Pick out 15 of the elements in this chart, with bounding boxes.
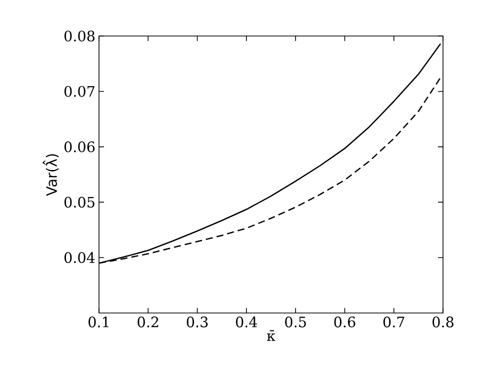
x-tick-label: 0.8 xyxy=(432,316,454,328)
x-axis-title: κ̄ xyxy=(267,330,276,341)
x-tick-label: 0.3 xyxy=(186,316,208,328)
y-tick-label: 0.05 xyxy=(64,196,94,208)
x-tick-label: 0.2 xyxy=(138,316,158,328)
y-tick-label: 0.06 xyxy=(64,141,95,152)
y-axis-title: Var(λ̂) xyxy=(42,154,59,196)
y-tick-label: 0.07 xyxy=(64,86,94,97)
x-tick-label: 0.4 xyxy=(236,316,258,328)
y-tick-label: 0.04 xyxy=(64,252,95,264)
y-tick-label: 0.08 xyxy=(64,30,95,42)
x-tick-label: 0.5 xyxy=(285,316,306,328)
x-tick-label: 0.6 xyxy=(334,316,356,328)
x-tick-label: 0.1 xyxy=(88,316,108,328)
x-tick-label: 0.7 xyxy=(383,316,404,328)
